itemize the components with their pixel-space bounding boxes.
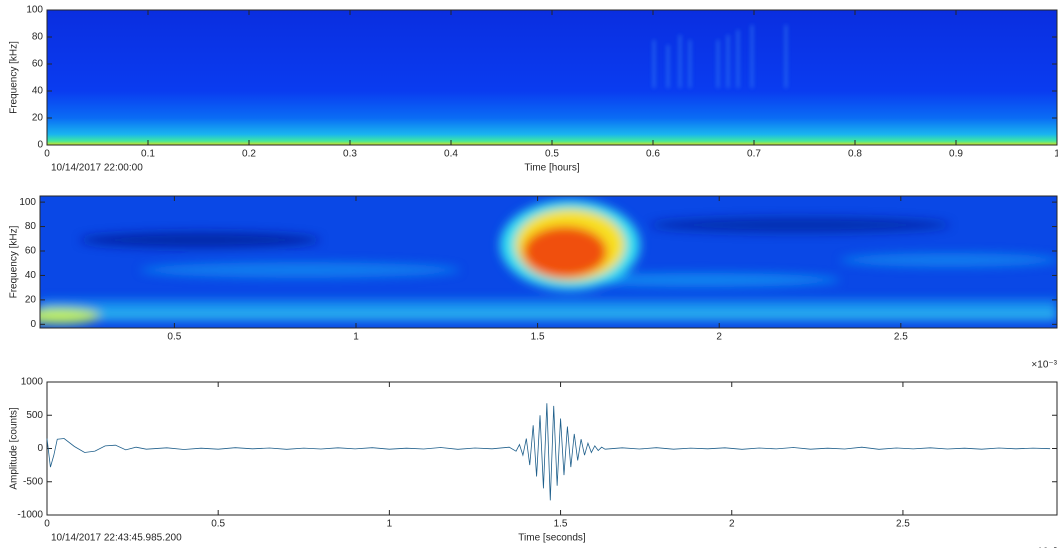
x-tick-label: 0.2 <box>242 149 256 160</box>
y-tick-label: 0 <box>37 140 43 151</box>
spectrogram-image <box>47 10 1057 145</box>
y-axis-label: Frequency [kHz] <box>9 41 20 114</box>
x-tick-label: 0 <box>44 519 50 530</box>
plot-frame <box>39 195 1058 329</box>
x-tick-label: 1 <box>387 519 393 530</box>
y-tick-label: 60 <box>32 59 44 70</box>
y-tick-label: 100 <box>19 197 36 208</box>
x-tick-label: 0.8 <box>848 149 862 160</box>
x-axis-label: Time [hours] <box>524 163 579 174</box>
y-tick-label: -1000 <box>17 510 43 521</box>
y-tick-label: 60 <box>25 246 37 257</box>
y-tick-label: 0 <box>30 319 36 330</box>
x-axis-label: Time [seconds] <box>518 533 586 544</box>
y-tick-label: 20 <box>25 295 37 306</box>
x-tick-label: 0.6 <box>646 149 660 160</box>
x-tick-label: 2.5 <box>894 332 908 343</box>
x-tick-label: 0 <box>44 149 50 160</box>
y-tick-label: 80 <box>32 32 44 43</box>
x-tick-label: 1 <box>353 332 359 343</box>
y-tick-label: 100 <box>26 5 43 16</box>
y-tick-label: 500 <box>26 410 43 421</box>
start-time: 10/14/2017 22:43:45.985.200 <box>51 533 182 544</box>
x-tick-label: 1.5 <box>554 519 568 530</box>
x-tick-label: 0.5 <box>167 332 181 343</box>
y-tick-label: 1000 <box>21 377 44 388</box>
x-tick-label: 0.7 <box>747 149 761 160</box>
y-tick-label: 40 <box>25 270 37 281</box>
y-tick-label: 80 <box>25 221 37 232</box>
y-tick-label: 40 <box>32 86 44 97</box>
x-tick-label: 1.5 <box>531 332 545 343</box>
y-tick-label: -500 <box>23 476 43 487</box>
x-tick-label: 0.3 <box>343 149 357 160</box>
x-tick-label: 0.9 <box>949 149 963 160</box>
start-time: 10/14/2017 22:00:00 <box>51 163 143 174</box>
x-tick-label: 2 <box>716 332 722 343</box>
y-tick-label: 20 <box>32 113 44 124</box>
x-tick-label: 0.5 <box>545 149 559 160</box>
x-tick-label: 0.5 <box>211 519 225 530</box>
waveform-line <box>46 403 1051 501</box>
x-multiplier: ×10⁻³ <box>1031 547 1057 548</box>
y-tick-label: 0 <box>37 443 43 454</box>
x-tick-label: 0.4 <box>444 149 458 160</box>
y-axis-label: Frequency [kHz] <box>9 225 20 298</box>
x-multiplier: ×10⁻³ <box>1031 360 1057 371</box>
x-tick-label: 0.1 <box>141 149 155 160</box>
x-tick-label: 2 <box>729 519 735 530</box>
x-tick-label: 1 <box>1054 149 1058 160</box>
y-axis-label: Amplitude [counts] <box>9 407 20 489</box>
spectrogram-image <box>40 196 1057 328</box>
x-tick-label: 2.5 <box>896 519 910 530</box>
